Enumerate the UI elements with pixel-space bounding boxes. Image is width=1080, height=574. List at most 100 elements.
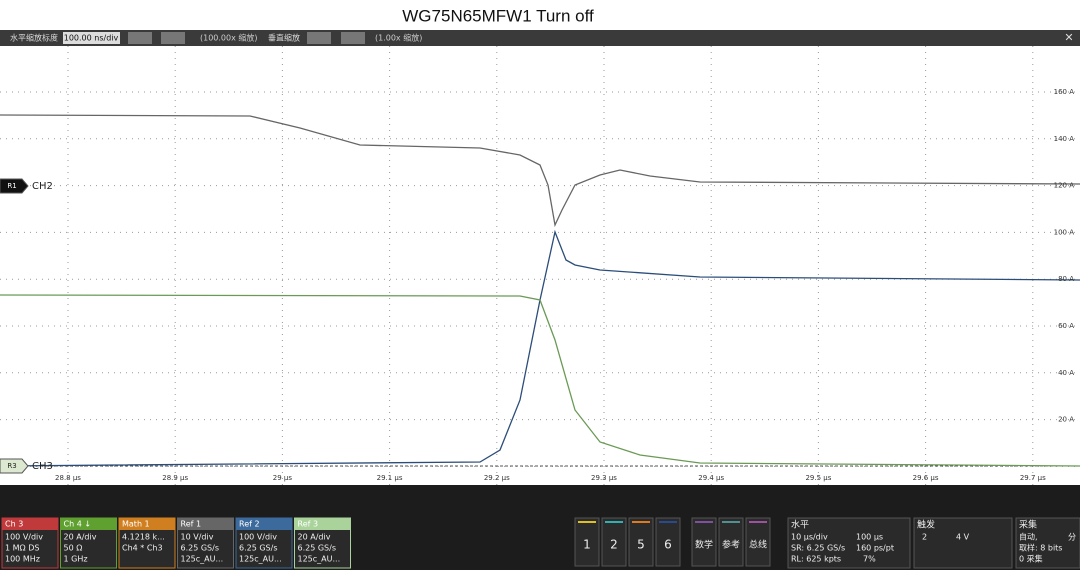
channel-name: Ref 1	[181, 520, 202, 529]
minus-button[interactable]	[161, 32, 185, 44]
channel-header	[2, 518, 58, 530]
channel-button[interactable]	[718, 517, 744, 567]
y-axis-label: 20 A	[1058, 416, 1074, 424]
channel-setting: 20 A/div	[298, 533, 331, 542]
panel-value: RL: 625 kpts	[791, 555, 841, 564]
x-axis-label: 28.8 μs	[55, 474, 81, 482]
panel-value: 自动,	[1019, 532, 1038, 542]
voltage-trace	[0, 114, 1080, 228]
panel-value: 取样: 8 bits	[1019, 543, 1062, 553]
button-label: 总线	[749, 539, 767, 551]
channel-header	[236, 518, 292, 530]
channel-button[interactable]	[655, 517, 681, 567]
v-zoom-factor: (1.00x 缩放)	[375, 33, 422, 43]
panel-value: 0 采集	[1019, 554, 1043, 564]
button-stripe	[578, 521, 596, 523]
button-stripe	[605, 521, 623, 523]
panel-value: SR: 6.25 GS/s	[791, 544, 845, 553]
button-label: 数学	[695, 539, 713, 551]
channel-name: Ch 4 ↓	[64, 520, 92, 529]
channel-setting: 4.1218 k...	[122, 533, 165, 542]
panel-title: 触发	[917, 519, 935, 531]
title: WG75N65MFW1 Turn off	[402, 6, 594, 25]
panel[interactable]	[787, 517, 911, 569]
button-stripe	[659, 521, 677, 523]
minus-button[interactable]	[341, 32, 365, 44]
button-stripe	[632, 521, 650, 523]
x-axis-label: 29.3 μs	[591, 474, 617, 482]
y-axis-label: 80 A	[1058, 275, 1074, 283]
ref-trace	[0, 294, 1080, 467]
channel-setting: 100 MHz	[5, 555, 40, 564]
plus-button[interactable]	[128, 32, 152, 44]
panel-value: 7%	[863, 555, 876, 564]
channel-setting: 1 GHz	[64, 555, 88, 564]
button-label: 6	[664, 538, 672, 552]
channel-setting: Ch4 * Ch3	[122, 544, 163, 553]
panel[interactable]	[913, 517, 1013, 569]
channel-button[interactable]	[745, 517, 771, 567]
x-axis-label: 28.9 μs	[162, 474, 188, 482]
channel-setting: 6.25 GS/s	[181, 544, 220, 553]
y-axis-label: 60 A	[1058, 322, 1074, 330]
button-label: 2	[610, 538, 618, 552]
y-axis-label: 100 A	[1054, 228, 1075, 236]
channel-setting: 125c_AU...	[239, 555, 282, 564]
v-zoom-label: 垂直缩放	[268, 33, 300, 43]
marker-tag: R1	[7, 182, 16, 190]
current-trace	[0, 229, 1080, 467]
grid	[0, 46, 1080, 485]
y-axis-label: 40 A	[1058, 369, 1074, 377]
marker-name: CH2	[32, 181, 53, 192]
x-axis-label: 29 μs	[273, 474, 293, 482]
channel-setting: 125c_AU...	[181, 555, 224, 564]
panel-value: 160 ps/pt	[856, 544, 894, 553]
channel-setting: 1 MΩ DS	[5, 544, 39, 553]
channel-setting: 100 V/div	[5, 533, 43, 542]
panel-value: 4 V	[956, 533, 970, 542]
channel-button[interactable]	[574, 517, 600, 567]
channel-button[interactable]	[628, 517, 654, 567]
x-axis-label: 29.4 μs	[698, 474, 724, 482]
button-label: 参考	[722, 539, 740, 551]
channel-setting: 20 A/div	[64, 533, 97, 542]
x-axis-label: 29.1 μs	[377, 474, 403, 482]
x-axis-label: 29.5 μs	[805, 474, 831, 482]
button-label: 1	[583, 538, 591, 552]
panel-value: 分	[1068, 533, 1076, 542]
x-axis-label: 29.2 μs	[484, 474, 510, 482]
y-axis-label: 120 A	[1054, 182, 1075, 190]
h-zoom-value: 100.00 ns/div	[64, 34, 119, 43]
panel-title: 水平	[791, 519, 809, 531]
channel-setting: 6.25 GS/s	[239, 544, 278, 553]
channel-name: Ref 3	[298, 520, 319, 529]
channel-header	[294, 518, 351, 530]
panel-value: 100 μs	[856, 533, 883, 542]
channel-setting: 10 V/div	[181, 533, 214, 542]
zoom-toolbar	[0, 30, 1080, 46]
h-zoom-label: 水平缩放标度	[10, 33, 58, 43]
close-button[interactable]: ✕	[1064, 31, 1073, 44]
button-label: 5	[637, 538, 645, 552]
h-zoom-field[interactable]	[63, 32, 120, 44]
plus-button[interactable]	[307, 32, 331, 44]
channel-button[interactable]	[691, 517, 717, 567]
y-axis-label: 140 A	[1054, 135, 1075, 143]
channel-header	[119, 518, 175, 530]
panel-value: 2	[922, 533, 927, 542]
marker-tag: R3	[7, 462, 16, 470]
channel-header	[177, 518, 234, 530]
panel-value: 10 μs/div	[791, 533, 828, 542]
panel[interactable]	[1015, 517, 1080, 569]
channel-setting: 6.25 GS/s	[298, 544, 337, 553]
channel-marker	[0, 178, 29, 194]
button-stripe	[695, 521, 713, 523]
channel-button[interactable]	[601, 517, 627, 567]
x-axis-label: 29.6 μs	[913, 474, 939, 482]
channel-name: Math 1	[122, 520, 150, 529]
panel-title: 采集	[1019, 519, 1037, 531]
channel-setting: 100 V/div	[239, 533, 277, 542]
channel-setting: 50 Ω	[64, 544, 83, 553]
button-stripe	[749, 521, 767, 523]
